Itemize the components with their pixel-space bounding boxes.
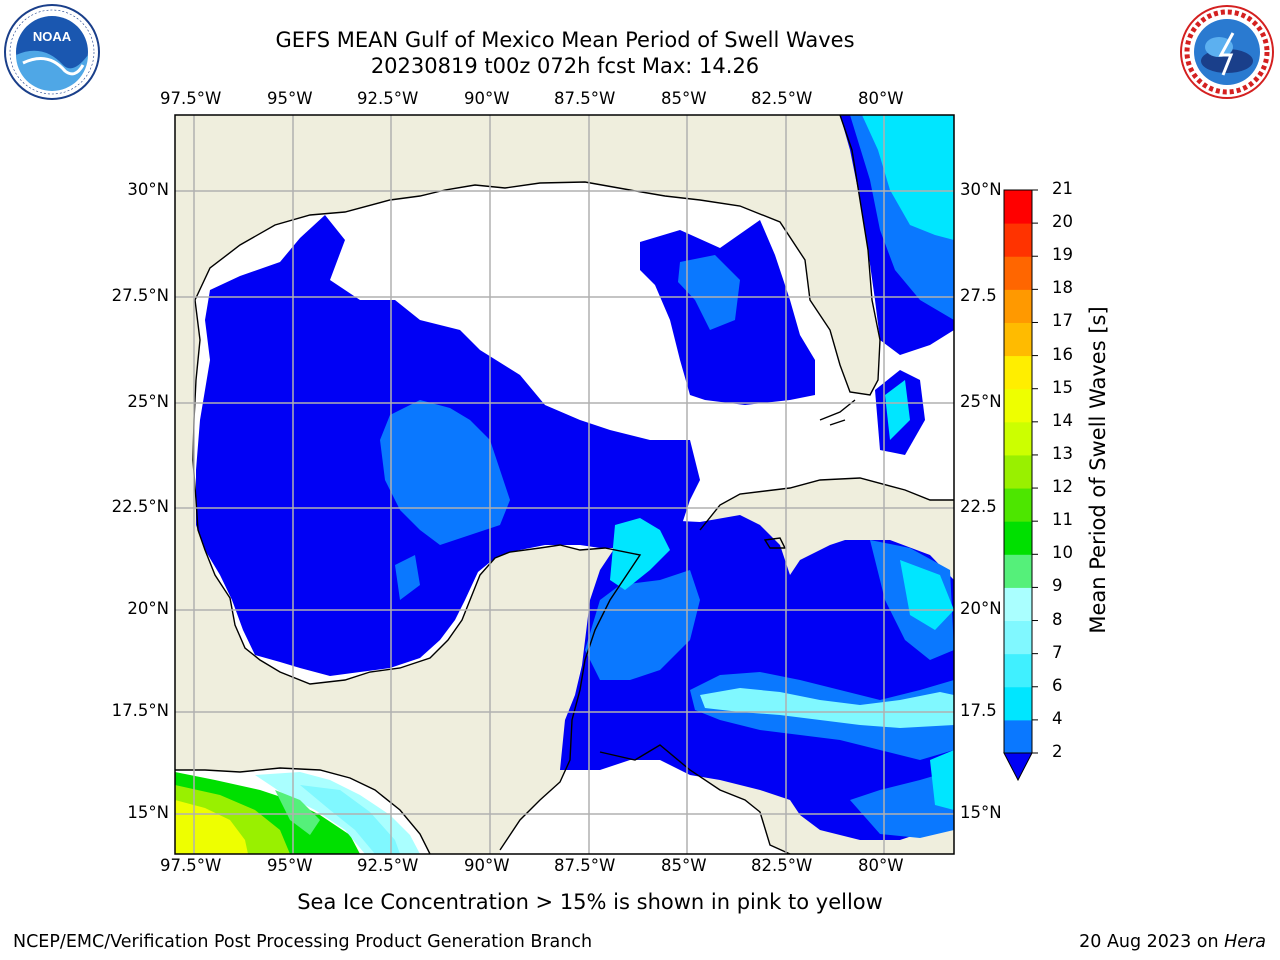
colorbar-segment (1004, 620, 1032, 655)
colorbar-segment (1004, 488, 1032, 522)
coastlines (175, 115, 954, 854)
lat-label-right: 17.5 (960, 701, 997, 720)
footer-date: 20 Aug 2023 on Hera (1079, 932, 1266, 952)
colorbar-segment (1004, 587, 1032, 622)
colorbar-tick-label: 15 (1052, 377, 1073, 397)
lon-label-bottom: 95°W (267, 856, 313, 875)
lat-label-left: 17.5°N (111, 701, 169, 720)
noaa-logo: NOAA (3, 3, 101, 101)
map-subtitle: 20230819 t00z 072h fcst Max: 14.26 (370, 54, 760, 78)
colorbar-segment (1004, 421, 1032, 456)
colorbar-segment (1004, 719, 1032, 754)
map-frame (174, 114, 955, 855)
colorbar-segment (1004, 686, 1032, 721)
lon-label-top: 97.5°W (160, 89, 222, 108)
colorbar-tick-label: 17 (1052, 311, 1073, 331)
colorbar-segment (1004, 190, 1032, 224)
footer-machine: Hera (1224, 932, 1266, 952)
lat-label-right: 27.5 (960, 286, 997, 305)
lon-label-bottom: 87.5°W (554, 856, 616, 875)
lon-label-top: 95°W (267, 89, 313, 108)
colorbar-segment (1004, 289, 1032, 323)
lat-label-left: 25°N (127, 392, 169, 411)
map-gridlines (175, 115, 954, 854)
colorbar-tick-label: 20 (1052, 212, 1073, 232)
colorbar-tick-label: 13 (1052, 443, 1073, 463)
lat-label-left: 22.5°N (111, 497, 169, 516)
colorbar-segment (1004, 554, 1032, 588)
sea-ice-note: Sea Ice Concentration > 15% is shown in … (297, 890, 883, 914)
colorbar-segment (1004, 454, 1032, 489)
colorbar-tick-label: 8 (1052, 609, 1063, 629)
lon-label-top: 82.5°W (751, 89, 813, 108)
lat-label-right: 22.5 (960, 497, 997, 516)
lon-label-top: 90°W (464, 89, 510, 108)
lat-label-left: 20°N (127, 599, 169, 618)
colorbar-title: Mean Period of Swell Waves [s] (1086, 306, 1110, 634)
colorbar (1003, 189, 1038, 782)
colorbar-tick-label: 4 (1052, 708, 1063, 728)
colorbar-tick-label: 7 (1052, 642, 1063, 662)
footer-credit: NCEP/EMC/Verification Post Processing Pr… (13, 932, 593, 952)
lon-label-top: 80°W (858, 89, 904, 108)
colorbar-segment (1004, 653, 1032, 688)
map-title: GEFS MEAN Gulf of Mexico Mean Period of … (275, 28, 855, 52)
colorbar-tick-label: 11 (1052, 510, 1073, 530)
colorbar-tick-label: 19 (1052, 245, 1073, 265)
lon-label-top: 87.5°W (554, 89, 616, 108)
svg-text:NOAA: NOAA (33, 29, 72, 44)
colorbar-tick-label: 6 (1052, 675, 1063, 695)
colorbar-segment (1004, 322, 1032, 357)
lon-label-top: 85°W (661, 89, 707, 108)
lon-label-bottom: 90°W (464, 856, 510, 875)
colorbar-segment (1004, 256, 1032, 290)
colorbar-tick-label: 9 (1052, 576, 1063, 596)
lon-label-bottom: 92.5°W (357, 856, 419, 875)
lat-label-left: 30°N (127, 180, 169, 199)
lon-label-bottom: 97.5°W (160, 856, 222, 875)
colorbar-tick-label: 21 (1052, 179, 1073, 198)
colorbar-segment (1004, 355, 1032, 390)
colorbar-frame (1003, 189, 1033, 754)
lat-label-right: 15°N (960, 803, 1002, 822)
colorbar-tick-label: 18 (1052, 278, 1073, 298)
colorbar-tick-label: 10 (1052, 543, 1073, 563)
colorbar-segment (1004, 388, 1032, 423)
colorbar-segment (1004, 223, 1032, 257)
lat-label-right: 20°N (960, 599, 1002, 618)
lon-label-bottom: 80°W (858, 856, 904, 875)
lon-label-bottom: 85°W (661, 856, 707, 875)
colorbar-tick-label: 14 (1052, 410, 1073, 430)
colorbar-tick-label: 12 (1052, 477, 1073, 497)
lat-label-right: 25°N (960, 392, 1002, 411)
colorbar-segment (1004, 521, 1032, 555)
lat-label-left: 15°N (127, 803, 169, 822)
colorbar-tick-label: 16 (1052, 344, 1073, 364)
swell-field (196, 115, 954, 840)
lat-label-right: 30°N (960, 180, 1002, 199)
colorbar-extend-min (1003, 752, 1033, 782)
lon-label-top: 92.5°W (357, 89, 419, 108)
nws-logo (1177, 3, 1277, 101)
footer-date-text: 20 Aug 2023 on (1079, 932, 1225, 952)
colorbar-tick-label: 2 (1052, 742, 1063, 761)
lat-label-left: 27.5°N (111, 286, 169, 305)
lon-label-bottom: 82.5°W (751, 856, 813, 875)
